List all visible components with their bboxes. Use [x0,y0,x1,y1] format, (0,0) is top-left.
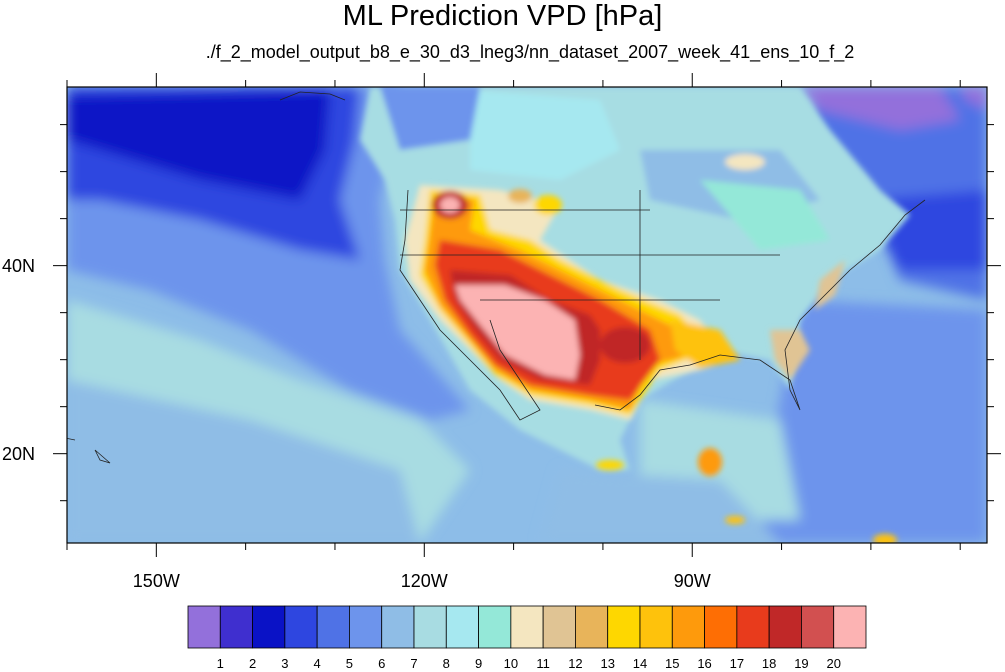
colorbar-swatch [445,605,479,649]
colorbar-label: 11 [536,656,550,671]
lat-tick-label: 20N [2,443,36,464]
map-title: ML Prediction VPD [hPa] [342,0,663,32]
colorbar-swatch [252,605,286,649]
colorbar-label: 13 [600,656,615,671]
colorbar-swatch [607,605,641,649]
colorbar-swatch [704,605,738,649]
colorbar-swatch [833,605,867,649]
colorbar-label: 4 [313,656,321,671]
colorbar-label: 18 [761,656,777,671]
vpd-field [67,87,987,543]
colorbar-label: 2 [248,656,257,671]
lon-tick-label: 150W [132,571,180,591]
colorbar [187,605,867,649]
coastlines [67,91,926,464]
map-subtitle: ./f_2_model_output_b8_e_30_d3_lneg3/nn_d… [205,42,855,62]
colorbar-swatch [736,605,770,649]
colorbar-swatch [671,605,705,649]
colorbar-label: 8 [442,656,450,671]
colorbar-label: 20 [826,656,841,671]
colorbar-label: 14 [632,656,648,671]
lat-tick-label: 40N [2,255,36,276]
colorbar-label: 15 [665,656,680,671]
colorbar-label: 16 [697,656,712,671]
colorbar-label: 9 [474,656,483,671]
colorbar-swatch [413,605,447,649]
colorbar-swatch [349,605,383,649]
lon-tick-label: 120W [400,571,448,591]
colorbar-swatch [542,605,576,649]
colorbar-label: 10 [503,656,519,671]
colorbar-swatch [575,605,609,649]
colorbar-swatch [316,605,350,649]
colorbar-label: 17 [729,656,745,671]
colorbar-swatch [510,605,544,649]
colorbar-label: 7 [410,656,418,671]
colorbar-swatch [801,605,835,649]
colorbar-swatch [284,605,318,649]
colorbar-label: 1 [216,656,224,671]
colorbar-swatch [187,605,221,649]
colorbar-swatch [219,605,253,649]
colorbar-label: 6 [378,656,386,671]
colorbar-swatch [478,605,512,649]
colorbar-label: 19 [794,656,809,671]
colorbar-swatch [381,605,415,649]
colorbar-label: 3 [281,656,289,671]
lon-tick-label: 90W [673,571,711,591]
colorbar-swatch [639,605,673,649]
colorbar-label: 5 [345,656,354,671]
plot-frame [66,86,988,544]
colorbar-label: 12 [568,656,583,671]
ocean-shading [67,87,987,543]
axis-ticks [53,73,1001,557]
colorbar-swatch [768,605,802,649]
